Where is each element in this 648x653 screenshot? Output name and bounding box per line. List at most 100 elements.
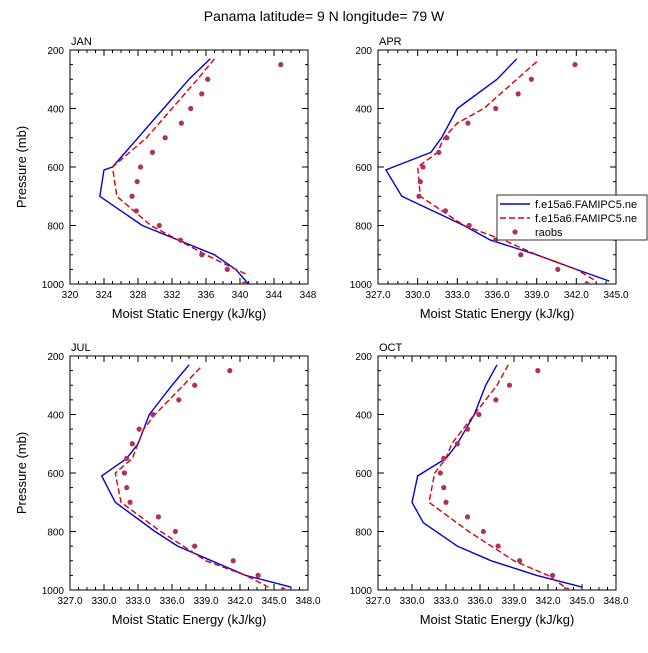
raobs-point — [149, 149, 156, 155]
plot-frame — [377, 49, 617, 285]
x-tick-label: 330.0 — [405, 290, 430, 301]
raobs-point — [162, 135, 168, 141]
x-tick-label: 328 — [130, 290, 147, 301]
raobs-point — [437, 470, 443, 476]
raobs-point — [199, 91, 205, 97]
y-tick-label: 400 — [47, 411, 64, 422]
series-group — [99, 58, 284, 284]
y-tick-label: 600 — [355, 163, 372, 174]
series-group — [411, 364, 583, 590]
panel-label: JAN — [71, 36, 92, 48]
raobs-point — [124, 485, 130, 491]
raobs-point — [564, 587, 570, 590]
raobs-point — [255, 572, 261, 578]
x-tick-label: 330.0 — [399, 596, 424, 607]
y-tick-label: 1000 — [350, 586, 373, 597]
raobs-point — [150, 411, 156, 418]
y-tick-label: 800 — [355, 528, 372, 539]
legend: f.e15a6.FAMIPC5.ne f.e15a6.FAMIPC5.ne raob… — [496, 194, 648, 241]
raobs-point — [156, 222, 162, 229]
model-solid-line — [99, 58, 250, 284]
raobs-point — [465, 120, 471, 126]
raobs-point — [441, 485, 447, 491]
legend-label: f.e15a6.FAMIPC5.ne — [535, 213, 637, 225]
raobs-point — [517, 558, 523, 564]
x-tick-label: 345.0 — [569, 596, 594, 607]
raobs-point — [416, 193, 422, 199]
x-tick-label: 327.0 — [365, 290, 390, 301]
raobs-point — [549, 572, 556, 578]
raobs-point — [278, 62, 284, 68]
plot-frame — [69, 49, 309, 285]
raobs-point — [280, 587, 286, 590]
x-axis-label: Moist Static Energy (kJ/kg) — [420, 612, 575, 627]
y-tick-label: 1000 — [350, 280, 373, 291]
x-tick-label: 345.0 — [261, 596, 286, 607]
series-group — [385, 58, 610, 284]
raobs-point — [480, 528, 486, 535]
raobs-point — [464, 514, 471, 520]
raobs-point — [515, 91, 521, 97]
x-tick-label: 320 — [62, 290, 79, 301]
legend-entry: f.e15a6.FAMIPC5.ne — [500, 199, 637, 211]
raobs-point — [476, 411, 482, 418]
raobs-point — [137, 164, 144, 170]
panel-jan: 320 324 328 332 336 340 344 348 200 400 600 800 1000… — [14, 36, 317, 321]
model-solid-line — [100, 364, 292, 588]
series-group — [100, 364, 292, 590]
legend-marker — [512, 229, 518, 235]
model-dashed-line — [417, 61, 597, 282]
x-tick-label: 342.0 — [564, 290, 589, 301]
raobs-point — [134, 179, 140, 185]
raobs-point — [436, 149, 442, 155]
raobs-point — [584, 281, 590, 284]
y-tick-label: 600 — [47, 469, 64, 480]
raobs-point — [443, 499, 449, 505]
x-tick-label: 333.0 — [125, 596, 150, 607]
raobs-point — [136, 426, 142, 432]
x-axis-label: Moist Static Energy (kJ/kg) — [112, 612, 267, 627]
x-tick-label: 345.0 — [603, 290, 628, 301]
y-tick-label: 600 — [47, 163, 64, 174]
panel-oct: 327.0 330.0 333.0 336.0 339.0 342.0 345.0 348.0… — [350, 342, 629, 627]
model-solid-line — [411, 364, 583, 588]
model-dashed-line — [428, 364, 566, 588]
x-tick-label: 327.0 — [365, 596, 390, 607]
raobs-point — [464, 426, 471, 432]
raobs-point — [199, 252, 205, 258]
x-axis-label: Moist Static Energy (kJ/kg) — [112, 306, 267, 321]
y-tick-label: 1000 — [42, 280, 65, 291]
model-dashed-line — [111, 58, 249, 276]
raobs-point — [493, 397, 499, 403]
raobs-point — [493, 105, 499, 112]
raobs-point — [441, 455, 447, 461]
raobs-point — [535, 368, 541, 374]
y-tick-label: 400 — [355, 411, 372, 422]
x-tick-label: 333.0 — [445, 290, 470, 301]
x-tick-label: 340 — [232, 290, 249, 301]
raobs-point — [127, 499, 133, 505]
legend-label: f.e15a6.FAMIPC5.ne — [535, 199, 637, 211]
y-tick-label: 400 — [47, 105, 64, 116]
raobs-point — [230, 558, 236, 564]
y-tick-label: 1000 — [42, 586, 65, 597]
raobs-point — [518, 252, 524, 258]
x-tick-label: 332 — [164, 290, 181, 301]
raobs-point — [506, 382, 513, 388]
raobs-point — [129, 193, 135, 199]
raobs-point — [466, 222, 472, 229]
raobs-point — [172, 528, 178, 535]
x-tick-label: 327.0 — [57, 596, 82, 607]
raobs-point — [192, 382, 198, 388]
y-tick-label: 400 — [355, 105, 372, 116]
x-tick-label: 336.0 — [159, 596, 184, 607]
raobs-point — [454, 441, 460, 447]
x-axis-label: Moist Static Energy (kJ/kg) — [420, 306, 575, 321]
y-tick-label: 200 — [355, 352, 372, 363]
x-tick-label: 339.0 — [193, 596, 218, 607]
y-tick-label: 200 — [47, 352, 64, 363]
x-tick-label: 339.0 — [501, 596, 526, 607]
raobs-point — [420, 164, 426, 170]
